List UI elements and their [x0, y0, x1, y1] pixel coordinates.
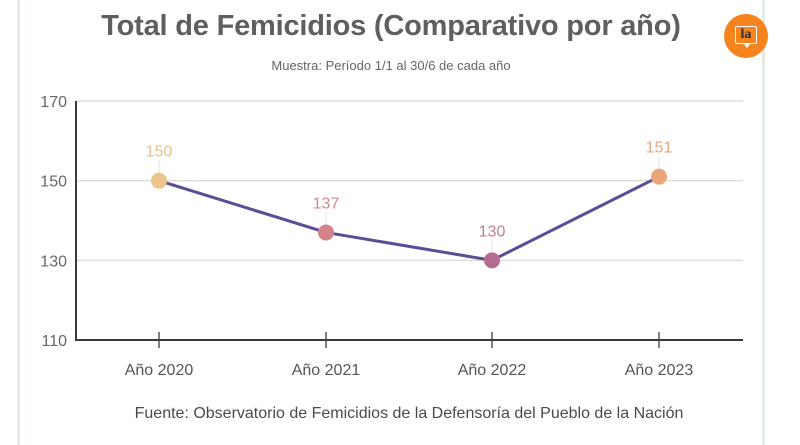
logo-bubble-tail [743, 43, 751, 48]
frame-right-border [762, 0, 765, 445]
chart-title: Total de Femicidios (Comparativo por año… [101, 10, 681, 42]
data-point [484, 252, 500, 269]
y-tick-label: 130 [40, 253, 67, 270]
x-tick-label: Año 2023 [625, 362, 694, 379]
chart-source: Fuente: Observatorio de Femicidios de la… [134, 405, 684, 422]
chart-subtitle: Muestra: Período 1/1 al 30/6 de cada año [271, 58, 511, 73]
data-label: 151 [646, 140, 673, 157]
data-point [651, 168, 667, 185]
y-tick-label: 170 [40, 94, 67, 111]
data-label: 150 [146, 144, 173, 161]
x-tick-label: Año 2022 [458, 362, 527, 379]
series-line [158, 175, 660, 262]
x-tick-label: Año 2020 [125, 362, 194, 379]
brand-logo-icon: la [724, 14, 768, 58]
data-label: 137 [313, 195, 340, 212]
data-point [318, 224, 334, 241]
y-tick-label: 110 [41, 333, 67, 350]
data-point [151, 172, 167, 189]
x-tick-label: Año 2021 [292, 362, 361, 379]
y-tick-label: 150 [40, 174, 67, 191]
data-label: 130 [479, 223, 506, 240]
frame-left-border [17, 0, 20, 445]
